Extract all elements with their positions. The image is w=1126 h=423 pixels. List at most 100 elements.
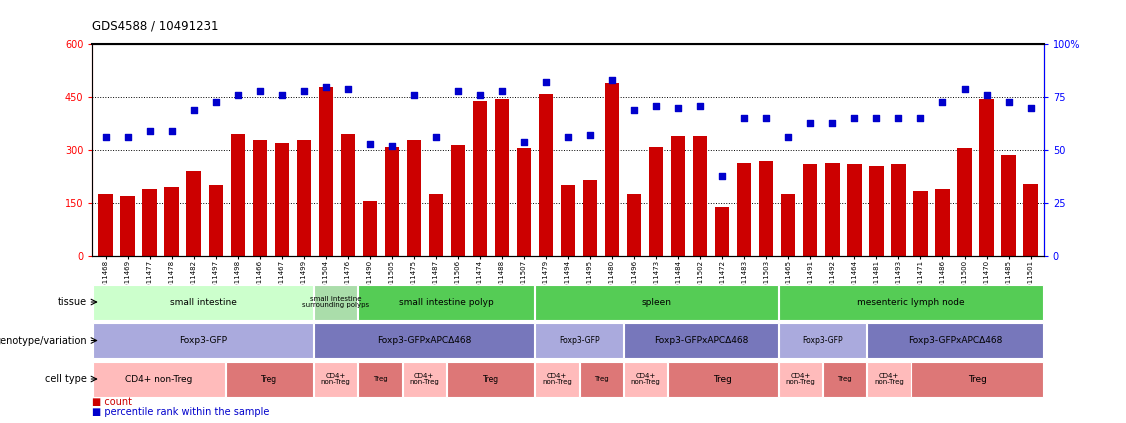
Bar	[892, 164, 905, 256]
Bar	[252, 140, 267, 256]
Bar	[535, 362, 579, 396]
Point	[383, 143, 401, 149]
Bar	[980, 99, 994, 256]
Bar	[539, 94, 553, 256]
Point	[515, 138, 533, 145]
Point	[97, 134, 115, 141]
Point	[890, 115, 908, 122]
Bar	[231, 135, 244, 256]
Point	[493, 88, 511, 94]
Point	[229, 92, 247, 99]
Point	[691, 102, 709, 109]
Point	[295, 88, 313, 94]
Bar	[363, 201, 377, 256]
Bar	[936, 189, 949, 256]
Text: CD4+
non-Treg: CD4+ non-Treg	[321, 373, 350, 385]
Bar	[92, 323, 313, 358]
Bar	[98, 194, 113, 256]
Bar	[867, 362, 911, 396]
Point	[560, 134, 578, 141]
Point	[933, 98, 951, 105]
Bar	[403, 362, 446, 396]
Point	[427, 134, 445, 141]
Text: Foxp3-GFPxAPCΔ468: Foxp3-GFPxAPCΔ468	[653, 336, 748, 345]
Bar	[668, 362, 778, 396]
Text: ■ count: ■ count	[92, 397, 133, 407]
Text: CD4+
non-Treg: CD4+ non-Treg	[410, 373, 439, 385]
Text: CD4+
non-Treg: CD4+ non-Treg	[542, 373, 572, 385]
Point	[846, 115, 864, 122]
Text: small intestine polyp: small intestine polyp	[399, 297, 493, 307]
Point	[405, 92, 423, 99]
Bar	[473, 101, 488, 256]
Bar	[535, 285, 778, 319]
Bar	[314, 285, 357, 319]
Bar	[187, 171, 200, 256]
Point	[669, 104, 687, 111]
Point	[1000, 98, 1018, 105]
Bar	[225, 362, 313, 396]
Bar	[605, 83, 619, 256]
Bar	[275, 143, 289, 256]
Bar	[825, 162, 840, 256]
Bar	[911, 362, 1044, 396]
Point	[272, 92, 291, 99]
Point	[779, 134, 797, 141]
Bar	[779, 323, 866, 358]
Point	[735, 115, 753, 122]
Bar	[1024, 184, 1038, 256]
Point	[449, 88, 467, 94]
Point	[625, 107, 643, 113]
Point	[118, 134, 136, 141]
Text: GDS4588 / 10491231: GDS4588 / 10491231	[92, 19, 218, 32]
Point	[758, 115, 776, 122]
Point	[251, 88, 269, 94]
Bar	[913, 191, 928, 256]
Point	[713, 172, 731, 179]
Point	[604, 77, 622, 84]
Text: Foxp3-GFPxAPCΔ468: Foxp3-GFPxAPCΔ468	[377, 336, 472, 345]
Text: cell type: cell type	[45, 374, 87, 384]
Bar	[580, 362, 623, 396]
Text: small intestine: small intestine	[170, 297, 236, 307]
Bar	[358, 362, 402, 396]
Bar	[869, 166, 884, 256]
Bar	[627, 194, 642, 256]
Bar	[314, 362, 357, 396]
Point	[647, 102, 665, 109]
Bar	[517, 148, 531, 256]
Text: tissue: tissue	[57, 297, 87, 307]
Point	[471, 92, 489, 99]
Bar	[358, 285, 535, 319]
Text: CD4+
non-Treg: CD4+ non-Treg	[786, 373, 815, 385]
Point	[823, 119, 841, 126]
Text: Foxp3-GFP: Foxp3-GFP	[179, 336, 227, 345]
Text: Treg: Treg	[838, 376, 852, 382]
Bar	[92, 362, 225, 396]
Bar	[779, 362, 822, 396]
Bar	[429, 194, 443, 256]
Bar	[535, 323, 623, 358]
Bar	[759, 161, 774, 256]
Point	[339, 85, 357, 92]
Bar	[738, 162, 751, 256]
Bar	[624, 323, 778, 358]
Point	[977, 92, 995, 99]
Text: Foxp3-GFP: Foxp3-GFP	[558, 336, 599, 345]
Point	[360, 140, 378, 147]
Text: Treg: Treg	[373, 376, 387, 382]
Bar	[779, 285, 1044, 319]
Bar	[92, 285, 313, 319]
Bar	[583, 180, 597, 256]
Bar	[671, 136, 686, 256]
Text: Treg: Treg	[593, 376, 608, 382]
Point	[1021, 104, 1039, 111]
Bar	[823, 362, 866, 396]
Point	[802, 119, 820, 126]
Bar	[319, 87, 333, 256]
Bar	[624, 362, 668, 396]
Point	[911, 115, 929, 122]
Bar	[447, 362, 535, 396]
Text: small intestine
surrounding polyps: small intestine surrounding polyps	[302, 296, 369, 308]
Text: genotype/variation: genotype/variation	[0, 335, 87, 346]
